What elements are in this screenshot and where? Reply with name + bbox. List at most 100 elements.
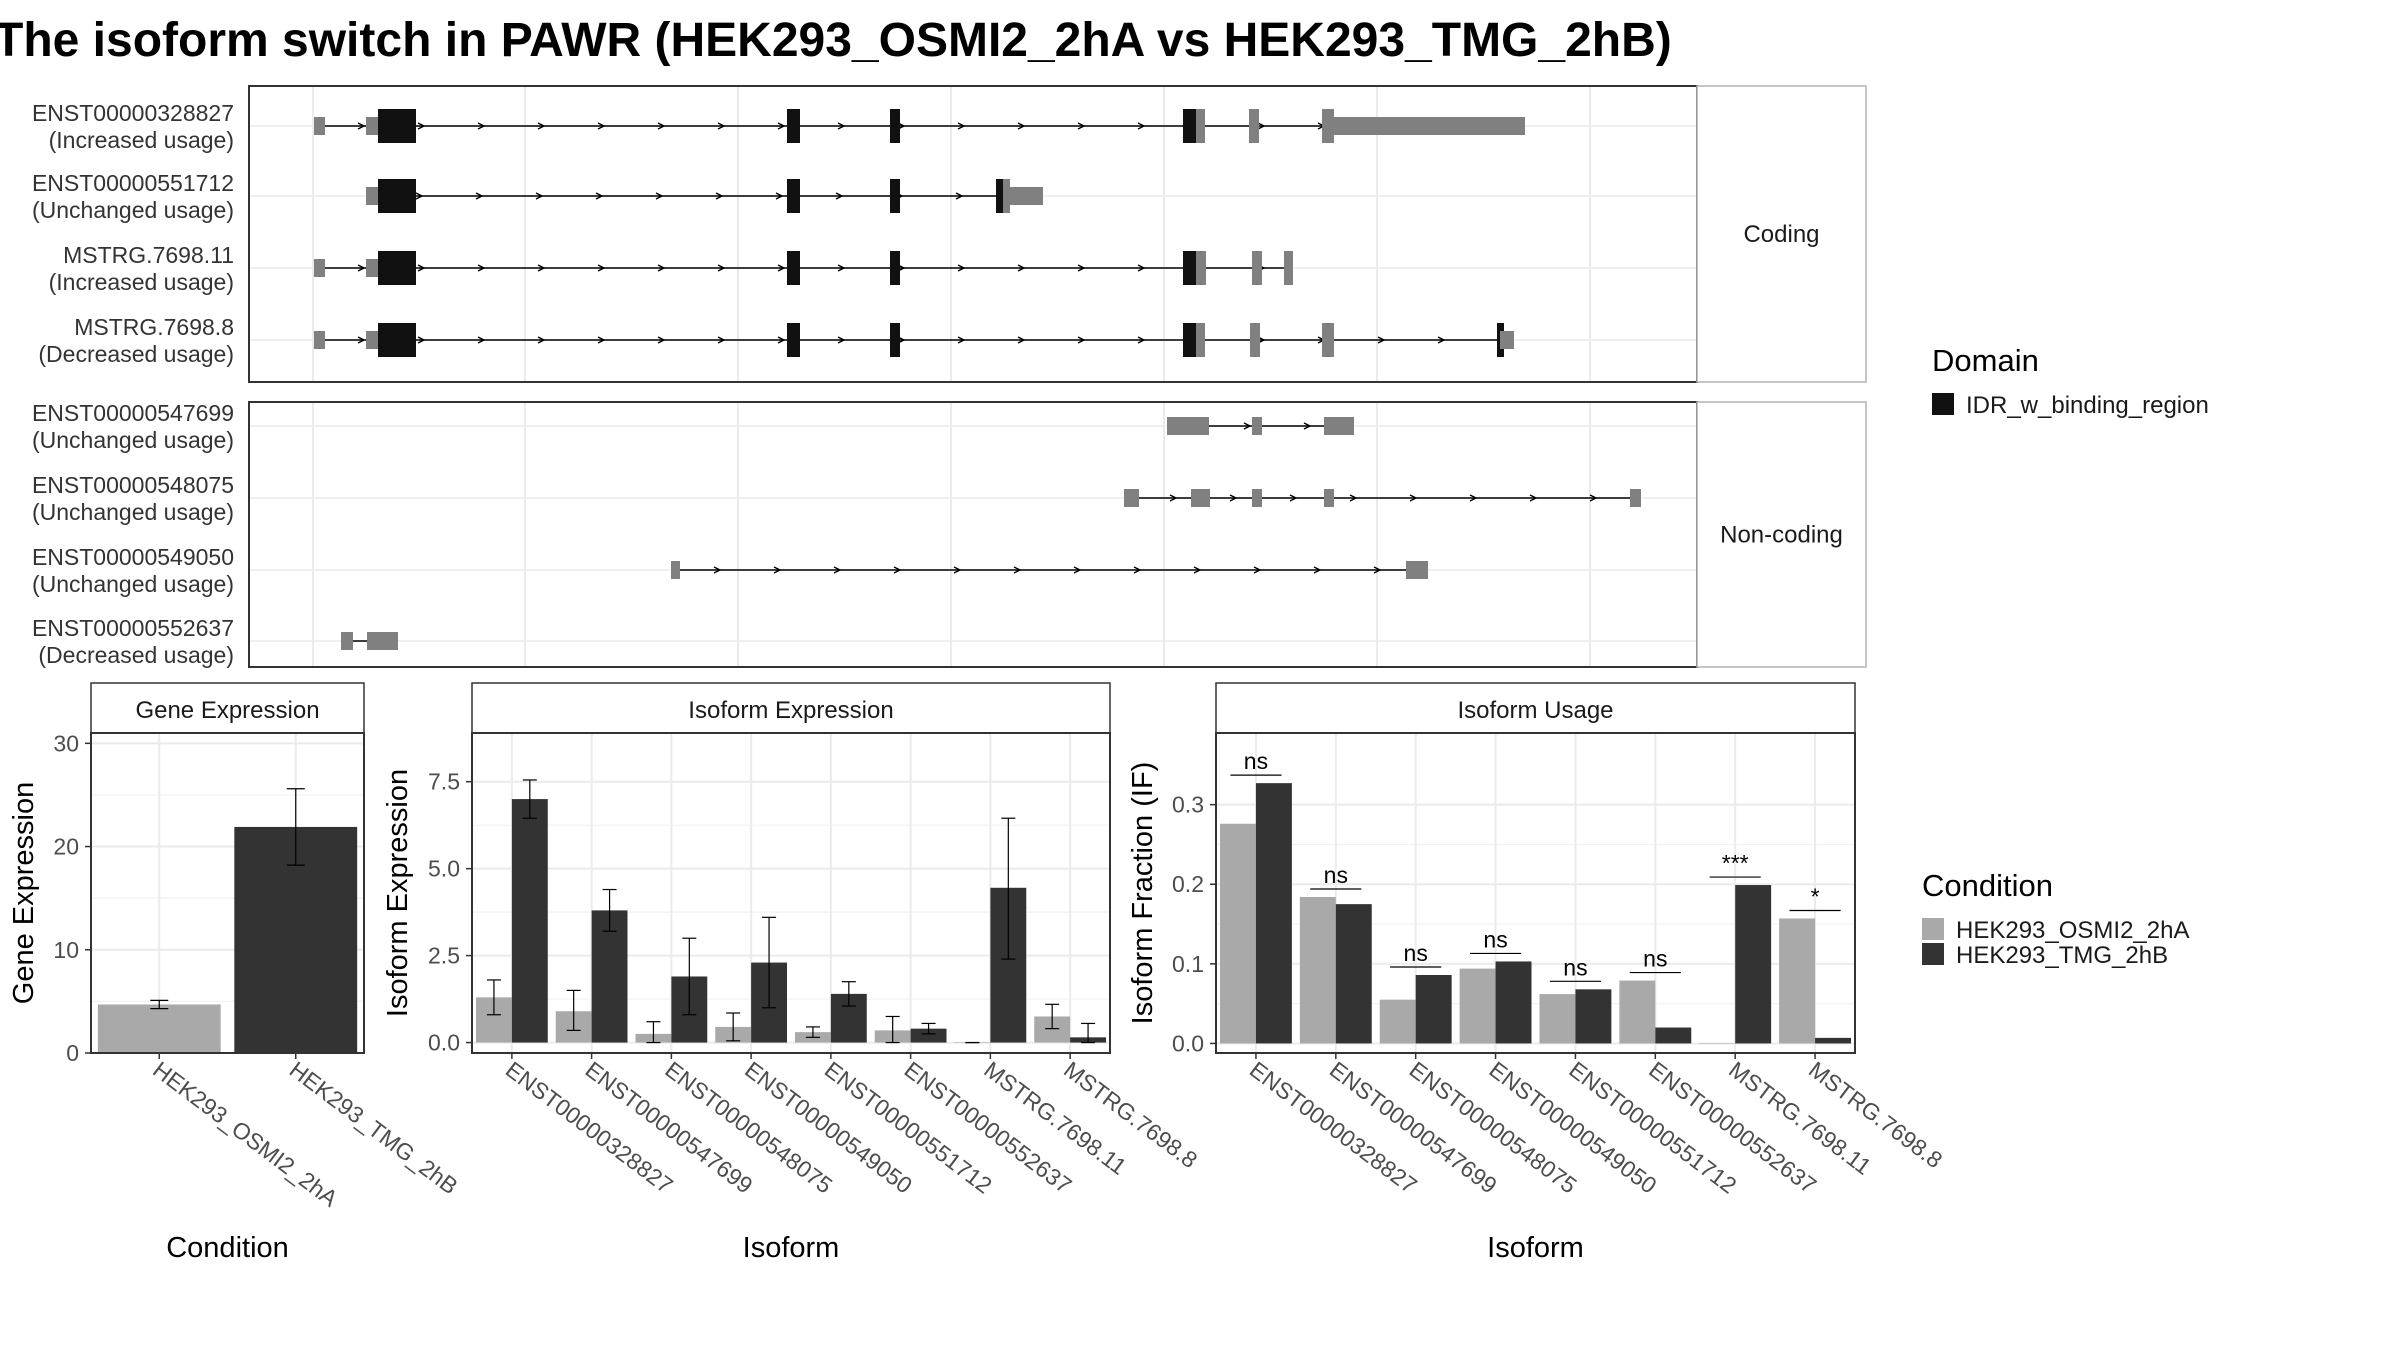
y-tick-label: 0.2 bbox=[1172, 871, 1204, 897]
domain-segment bbox=[890, 251, 900, 285]
strand-arrow bbox=[1137, 122, 1146, 130]
strand-arrow bbox=[537, 122, 546, 130]
strand-arrow bbox=[655, 192, 664, 200]
x-axis-title: Isoform bbox=[1487, 1232, 1584, 1264]
strand-arrow bbox=[1013, 566, 1022, 574]
exon-block bbox=[1322, 109, 1334, 143]
exon-block bbox=[1191, 489, 1210, 507]
strand-arrow bbox=[717, 122, 726, 130]
domain-segment bbox=[1183, 109, 1198, 143]
significance-label: ns bbox=[1324, 862, 1348, 888]
exon-block bbox=[1252, 417, 1262, 435]
exon-block bbox=[1003, 179, 1010, 213]
strand-arrow bbox=[1073, 566, 1082, 574]
y-axis-title: Isoform Expression bbox=[382, 769, 414, 1017]
plot-border bbox=[90, 732, 365, 1054]
condition-legend-swatch bbox=[1922, 943, 1944, 965]
bar bbox=[1815, 1037, 1852, 1044]
exon-block bbox=[366, 187, 380, 205]
strand-arrow bbox=[657, 264, 666, 272]
strand-arrow bbox=[1529, 494, 1538, 502]
exon-block bbox=[1010, 187, 1043, 205]
strand-arrow bbox=[1303, 422, 1312, 430]
strand-arrow bbox=[717, 336, 726, 344]
transcript-usage-label: (Increased usage) bbox=[49, 269, 234, 295]
strand-arrow bbox=[1017, 336, 1026, 344]
strand-arrow bbox=[1349, 494, 1358, 502]
strand-arrow bbox=[537, 264, 546, 272]
exon-block bbox=[341, 632, 353, 650]
strand-arrow bbox=[597, 264, 606, 272]
strand-arrow bbox=[717, 264, 726, 272]
domain-segment bbox=[996, 179, 1004, 213]
exon-block bbox=[1324, 417, 1354, 435]
strand-arrow bbox=[1137, 336, 1146, 344]
significance-label: ns bbox=[1404, 940, 1428, 966]
domain-segment bbox=[890, 109, 900, 143]
strand-arrow bbox=[955, 192, 964, 200]
strand-arrow bbox=[1253, 566, 1262, 574]
bar bbox=[1459, 968, 1496, 1044]
bar bbox=[1495, 961, 1532, 1044]
transcript-id-label: MSTRG.7698.8 bbox=[74, 314, 234, 340]
exon-block bbox=[671, 561, 680, 579]
significance-label: ns bbox=[1643, 946, 1667, 972]
exon-block bbox=[1167, 417, 1209, 435]
strand-arrow bbox=[1077, 336, 1086, 344]
significance-label: ns bbox=[1483, 926, 1507, 952]
exon-block bbox=[1324, 489, 1334, 507]
bar bbox=[1779, 918, 1816, 1044]
transcript-usage-label: (Decreased usage) bbox=[38, 341, 234, 367]
strand-arrow bbox=[595, 192, 604, 200]
transcript-panel-bg bbox=[249, 402, 1697, 667]
strand-arrow bbox=[1257, 122, 1266, 130]
y-tick-label: 0 bbox=[66, 1040, 79, 1066]
significance-label: *** bbox=[1722, 850, 1749, 876]
strand-arrow bbox=[1133, 566, 1142, 574]
exon-block bbox=[314, 117, 325, 135]
exon-block bbox=[314, 331, 325, 349]
chart-strip bbox=[471, 682, 1111, 734]
transcript-usage-label: (Unchanged usage) bbox=[32, 571, 234, 597]
strand-arrow bbox=[773, 566, 782, 574]
strand-arrow bbox=[713, 566, 722, 574]
transcript-usage-label: (Unchanged usage) bbox=[32, 499, 234, 525]
strand-arrow bbox=[1137, 264, 1146, 272]
chart-title: Gene Expression bbox=[135, 697, 319, 724]
transcript-structure-panel: ENST00000328827(Increased usage)ENST0000… bbox=[32, 85, 1867, 668]
figure-title: The isoform switch in PAWR (HEK293_OSMI2… bbox=[0, 14, 1672, 67]
exon-block bbox=[314, 259, 325, 277]
x-tick-label: MSTRG.7698.8 bbox=[1804, 1056, 1947, 1173]
y-tick-label: 0.0 bbox=[1172, 1030, 1204, 1056]
facet-strip bbox=[1696, 401, 1867, 668]
exon-block bbox=[1252, 251, 1262, 285]
y-tick-label: 2.5 bbox=[428, 943, 460, 969]
bar bbox=[1699, 1043, 1736, 1044]
bar bbox=[1299, 896, 1336, 1044]
transcript-id-label: MSTRG.7698.11 bbox=[63, 242, 234, 268]
exon-block bbox=[1630, 489, 1641, 507]
condition-legend-swatch bbox=[1922, 918, 1944, 940]
domain-segment bbox=[378, 323, 416, 357]
exon-block bbox=[1196, 251, 1206, 285]
strand-arrow bbox=[1589, 494, 1598, 502]
bar bbox=[1379, 999, 1416, 1044]
strand-arrow bbox=[833, 566, 842, 574]
domain-segment bbox=[378, 109, 416, 143]
strand-arrow bbox=[837, 122, 846, 130]
y-axis-title: Gene Expression bbox=[8, 782, 40, 1004]
domain-segment bbox=[890, 323, 900, 357]
domain-segment bbox=[787, 323, 800, 357]
bar bbox=[97, 1004, 221, 1053]
strand-arrow bbox=[535, 192, 544, 200]
transcript-id-label: ENST00000328827 bbox=[32, 100, 234, 126]
strand-arrow bbox=[357, 336, 366, 344]
bar bbox=[1335, 904, 1372, 1044]
strand-arrow bbox=[357, 264, 366, 272]
strand-arrow bbox=[1193, 566, 1202, 574]
domain-segment bbox=[378, 251, 416, 285]
exon-block bbox=[367, 632, 398, 650]
bar bbox=[910, 1028, 947, 1043]
strand-arrow bbox=[417, 336, 426, 344]
